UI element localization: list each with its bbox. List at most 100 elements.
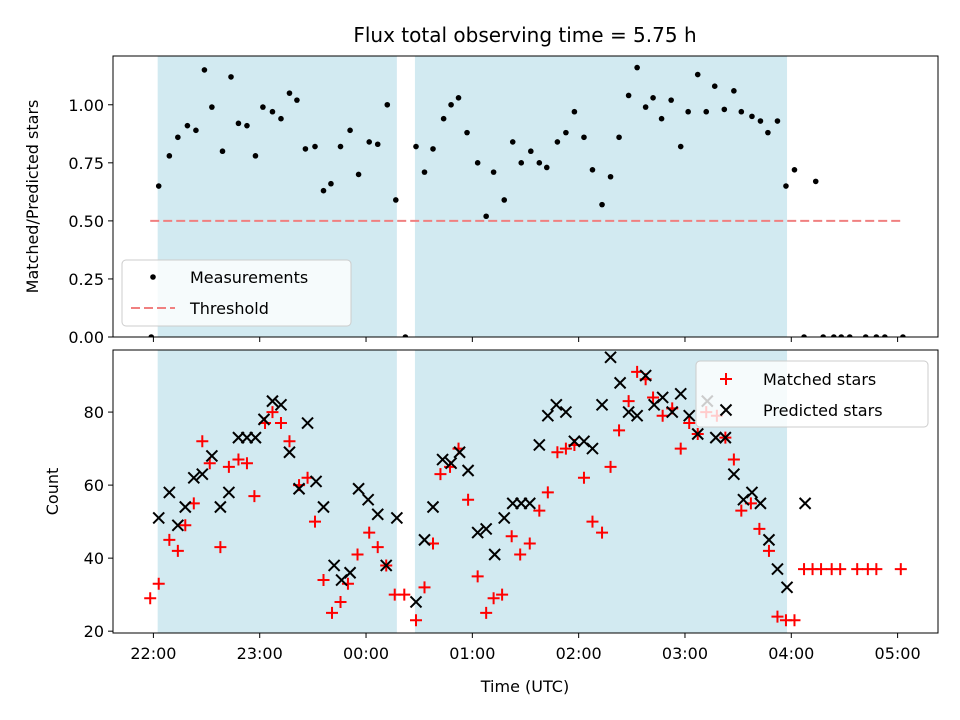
data-point — [286, 90, 293, 96]
data-point — [604, 460, 617, 473]
data-point — [488, 548, 501, 561]
data-point — [187, 471, 201, 485]
data-point — [366, 139, 373, 145]
data-point — [480, 606, 493, 619]
data-point — [351, 548, 364, 561]
data-point — [851, 563, 864, 576]
y-tick-label: 20 — [84, 622, 104, 641]
legend-label: Threshold — [189, 299, 269, 318]
data-point — [462, 493, 475, 506]
data-point — [711, 83, 718, 89]
data-point — [317, 500, 330, 514]
data-point — [719, 431, 732, 444]
data-point — [374, 141, 381, 148]
y-tick-label: 60 — [84, 476, 104, 495]
x-tick-label: 02:00 — [556, 644, 602, 663]
data-point — [815, 563, 828, 576]
data-point — [586, 442, 599, 455]
data-point — [639, 369, 652, 382]
data-point — [801, 334, 807, 337]
data-point — [490, 169, 497, 175]
data-point — [788, 614, 801, 627]
data-point — [461, 464, 475, 477]
data-point — [317, 574, 330, 587]
data-point — [731, 88, 737, 94]
data-point — [550, 398, 563, 411]
data-point — [240, 457, 253, 470]
data-point — [248, 490, 261, 503]
data-point — [474, 160, 481, 166]
data-point — [283, 446, 296, 459]
data-point — [754, 497, 767, 510]
data-point — [171, 519, 185, 532]
data-point — [656, 409, 669, 422]
data-point — [219, 148, 226, 155]
data-point — [380, 559, 393, 572]
data-point — [402, 334, 409, 337]
data-point — [440, 115, 447, 122]
data-point — [343, 566, 357, 579]
ratio-panel: 0.00 0.25 0.50 0.75 1.00 Matched/Predicted st… — [23, 55, 939, 347]
data-point — [184, 122, 191, 129]
data-point — [196, 435, 209, 448]
data-point — [171, 544, 184, 557]
data-point — [214, 500, 227, 514]
data-point — [418, 533, 431, 547]
data-point — [505, 530, 518, 543]
data-point — [674, 387, 687, 401]
data-point — [721, 106, 728, 113]
data-point — [448, 101, 454, 108]
y-tick-label: 0.75 — [68, 154, 104, 173]
series-markers — [144, 351, 907, 627]
data-point — [361, 493, 375, 506]
x-tick-label: 01:00 — [449, 644, 495, 663]
data-point — [320, 187, 327, 194]
data-point — [326, 606, 339, 619]
data-point — [762, 533, 776, 547]
data-point — [205, 449, 219, 463]
data-point — [894, 563, 907, 576]
legend-marker-measurements — [150, 274, 156, 280]
x-tick-label: 00:00 — [343, 644, 389, 663]
data-point — [685, 108, 691, 115]
data-point — [453, 446, 466, 459]
data-point — [471, 526, 484, 539]
y-tick-label: 0.50 — [68, 212, 104, 231]
data-point — [487, 592, 500, 605]
data-point — [266, 406, 279, 419]
data-point — [642, 104, 649, 110]
data-point — [757, 118, 764, 124]
axes-frame — [112, 55, 939, 338]
legend-box — [121, 259, 352, 327]
data-point — [596, 526, 609, 539]
legend: Matched stars Predicted stars — [695, 360, 929, 428]
data-point — [498, 511, 511, 525]
data-point — [568, 435, 581, 448]
data-point — [347, 127, 353, 134]
data-point — [523, 497, 536, 510]
data-point — [363, 526, 376, 539]
data-point — [252, 153, 259, 159]
data-point — [647, 391, 660, 404]
data-point — [464, 129, 470, 136]
data-point — [152, 511, 165, 525]
y-tick-label: 1.00 — [68, 96, 104, 115]
data-point — [283, 435, 296, 448]
data-point — [541, 486, 554, 499]
x-tick-label: 22:00 — [130, 644, 176, 663]
data-point — [727, 453, 740, 466]
data-point — [455, 95, 462, 101]
data-point — [577, 471, 590, 484]
data-point — [586, 515, 599, 528]
data-point — [831, 334, 837, 337]
data-point — [228, 74, 234, 80]
data-point — [196, 467, 209, 481]
data-point — [409, 595, 423, 609]
data-point — [274, 417, 287, 430]
x-tick-label: 04:00 — [768, 644, 814, 663]
data-point — [683, 409, 696, 422]
data-point — [753, 522, 766, 535]
data-point — [559, 442, 572, 455]
data-point — [309, 475, 323, 488]
